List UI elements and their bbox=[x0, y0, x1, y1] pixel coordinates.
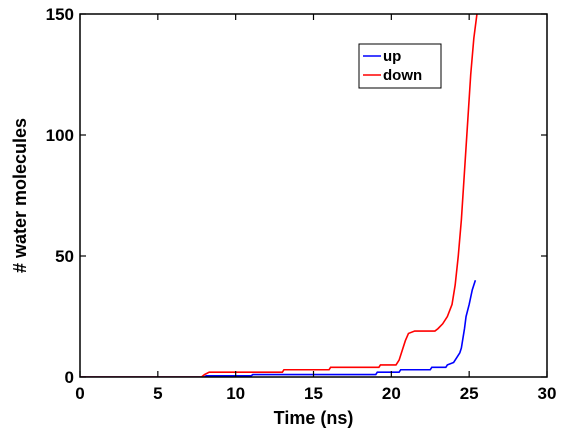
series-line-up bbox=[80, 279, 477, 377]
legend-box bbox=[358, 43, 442, 89]
legend-label-up: up bbox=[383, 48, 401, 65]
legend-label-down: down bbox=[383, 67, 422, 84]
y-axis-label: # water molecules bbox=[10, 118, 30, 273]
x-tick-label: 0 bbox=[75, 384, 84, 403]
y-tick-label: 50 bbox=[55, 247, 74, 266]
x-axis: 0 5 10 15 20 25 30 bbox=[75, 14, 556, 403]
y-tick-label: 100 bbox=[46, 126, 74, 145]
x-tick-label: 10 bbox=[226, 384, 245, 403]
y-tick-label: 150 bbox=[46, 5, 74, 24]
x-tick-label: 15 bbox=[304, 384, 323, 403]
series-line-down bbox=[80, 14, 478, 377]
plot-area bbox=[80, 14, 478, 377]
x-tick-label: 5 bbox=[153, 384, 162, 403]
plot-frame bbox=[79, 13, 548, 378]
x-tick-label: 30 bbox=[538, 384, 557, 403]
x-tick-label: 25 bbox=[460, 384, 479, 403]
y-tick-label: 0 bbox=[65, 368, 74, 387]
x-axis-label: Time (ns) bbox=[274, 408, 354, 428]
y-axis: 0 50 100 150 bbox=[46, 5, 547, 387]
legend: up down bbox=[358, 43, 442, 89]
x-tick-label: 20 bbox=[382, 384, 401, 403]
